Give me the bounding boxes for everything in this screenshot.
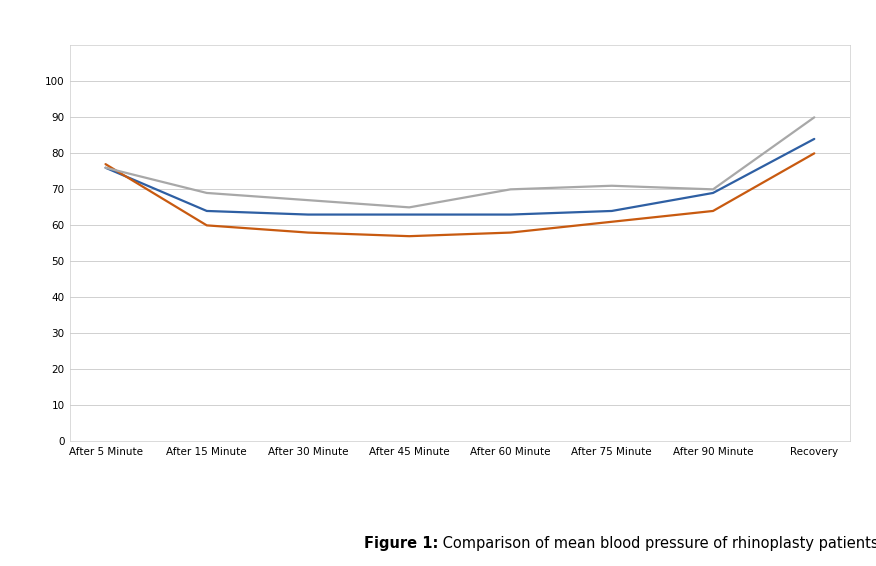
Text: Figure 1:: Figure 1:: [364, 536, 438, 551]
Text: Comparison of mean blood pressure of rhinoplasty patients.: Comparison of mean blood pressure of rhi…: [438, 536, 876, 551]
